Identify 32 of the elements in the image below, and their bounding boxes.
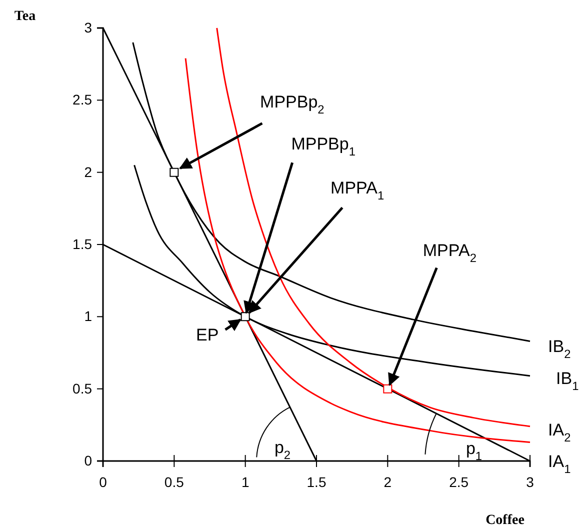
x-axis-title: Coffee [486, 513, 524, 528]
series-label: IA$_{2}$ [548, 420, 572, 444]
y-tick-label: 0 [84, 452, 92, 468]
y-tick-label: 1 [84, 308, 92, 324]
y-tick-label: 2.5 [72, 92, 92, 108]
x-tick-label: 1 [241, 474, 250, 490]
annotation: p$_{1}$ [466, 439, 482, 464]
x-tick-label: 0.5 [164, 474, 184, 490]
series-label: IB$_{2}$ [548, 338, 572, 362]
series-label: IB$_{1}$ [556, 369, 580, 393]
x-tick-label: 3 [526, 474, 534, 490]
annotation: MPPBp$_{2}$ [260, 92, 325, 116]
y-tick-label: 2 [84, 164, 92, 180]
line-series [216, 27, 531, 428]
annotation: MPPA$_{1}$ [330, 179, 384, 203]
y-tick-label: 3 [84, 19, 92, 36]
y-tick-label: 0.5 [72, 380, 92, 396]
annotation: MPPBp$_{1}$ [291, 135, 356, 159]
annotation: p$_{2}$ [274, 438, 291, 462]
annotation: MPPA$_{2}$ [422, 241, 477, 265]
y-axis-title: Tea [14, 9, 36, 24]
line-series [184, 58, 531, 443]
point [170, 168, 179, 177]
point [240, 312, 250, 322]
x-tick-label: 2 [384, 474, 392, 490]
series-label: IA$_{1}$ [548, 452, 572, 476]
x-tick-label: 0 [99, 474, 108, 490]
y-tick-label: 1.5 [72, 236, 92, 252]
x-tick-label: 1.5 [306, 474, 326, 490]
x-tick-label: 2.5 [449, 474, 469, 490]
annotation: EP [196, 326, 219, 346]
point [383, 384, 392, 394]
